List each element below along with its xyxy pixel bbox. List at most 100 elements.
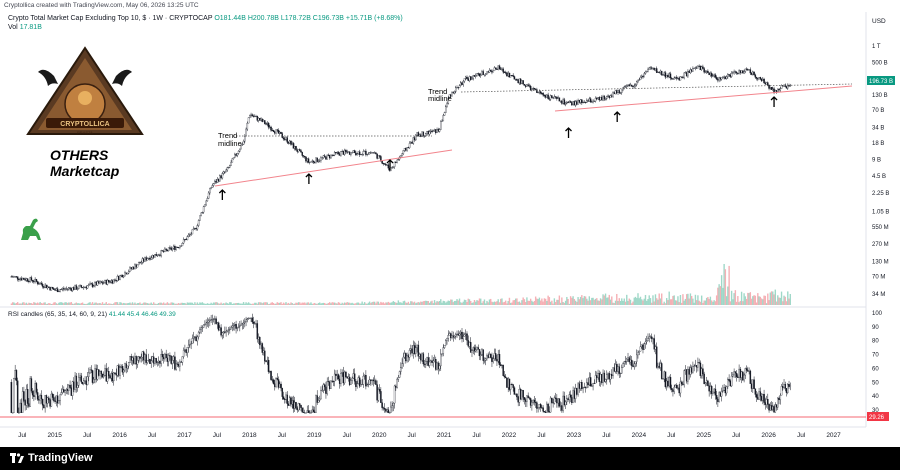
candle-body xyxy=(187,234,190,237)
rsi-candle-body xyxy=(31,390,34,396)
rsi-candle-body xyxy=(442,347,445,354)
candle-body xyxy=(259,117,261,121)
volume-bar xyxy=(709,296,712,305)
trend-midline-2[interactable] xyxy=(460,83,853,93)
candle-body xyxy=(559,100,562,102)
rsi-candle-body xyxy=(722,390,724,392)
rsi-candle-body xyxy=(189,344,191,346)
candle-body xyxy=(18,279,20,281)
candle-body xyxy=(577,100,579,105)
rsi-candle-body xyxy=(68,384,70,391)
rsi-candle-body xyxy=(780,386,783,396)
candle-body xyxy=(616,90,618,94)
candle-body xyxy=(306,158,308,162)
rsi-candle-body xyxy=(735,373,738,378)
candle-body xyxy=(149,257,151,260)
candle-body xyxy=(695,67,698,69)
rsi-candle-body xyxy=(788,384,790,387)
volume-bar xyxy=(202,303,205,305)
rsi-candle-body xyxy=(674,385,677,388)
others-title-line1: OTHERS xyxy=(50,147,109,163)
rsi-candle-body xyxy=(492,358,494,362)
volume-bar xyxy=(576,301,578,305)
rsi-candle-body xyxy=(287,403,290,406)
volume-bar xyxy=(292,303,295,305)
volume-bar xyxy=(487,302,489,305)
rsi-candle-body xyxy=(227,329,230,331)
volume-bar xyxy=(690,296,693,305)
rsi-candle-body xyxy=(24,400,26,406)
candle-body xyxy=(553,96,556,99)
candle-body xyxy=(632,86,634,88)
candle-body xyxy=(355,152,357,156)
rsi-candle-body xyxy=(155,358,157,363)
volume-bar xyxy=(255,302,257,305)
candle-body xyxy=(291,143,294,145)
rsi-candle-body xyxy=(748,370,750,372)
candle-body xyxy=(662,74,664,76)
candle-body xyxy=(286,137,289,143)
rsi-candle-body xyxy=(167,355,170,362)
rsi-candle-body xyxy=(561,405,563,411)
rsi-candle-body xyxy=(129,356,131,363)
volume-bar xyxy=(653,301,655,305)
rsi-candle-body xyxy=(621,367,623,374)
others-marketcap-title[interactable]: OTHERS Marketcap xyxy=(50,147,119,179)
rsi-candle-body xyxy=(255,323,257,325)
rsi-indicator-label[interactable]: RSI candles (65, 35, 14, 60, 9, 21) 41.4… xyxy=(8,311,176,318)
candle-body xyxy=(210,187,212,189)
candle-body xyxy=(19,278,21,280)
rsi-candle-body xyxy=(695,365,698,368)
volume-bar xyxy=(185,303,187,305)
rsi-candle-body xyxy=(764,402,767,405)
candle-body xyxy=(190,233,192,235)
rsi-candle-body xyxy=(368,379,371,385)
rsi-candle-body xyxy=(332,380,335,382)
rsi-candle-body xyxy=(694,365,697,367)
candle-body xyxy=(519,78,522,84)
trend-label-1-line2[interactable]: midline xyxy=(218,139,242,148)
candle-body xyxy=(719,77,722,80)
candle-body xyxy=(235,154,237,156)
volume-bar xyxy=(763,295,765,305)
rsi-candle-body xyxy=(292,400,295,409)
symbol-name[interactable]: Crypto Total Market Cap Excluding Top 10… xyxy=(8,15,213,22)
volume-bar xyxy=(544,298,547,305)
rsi-candle-body xyxy=(768,404,770,411)
rsi-candle-body xyxy=(229,328,231,331)
candle-body xyxy=(593,100,596,102)
trend-label-1-line1[interactable]: Trend xyxy=(218,131,237,140)
price-tick-label: 70 B xyxy=(872,108,884,114)
trend-label-2-line1[interactable]: Trend xyxy=(428,87,447,96)
rsi-tick-label: 50 xyxy=(872,380,879,386)
candle-body xyxy=(353,150,356,154)
volume-bar xyxy=(476,300,478,305)
tradingview-brand[interactable]: TradingView xyxy=(10,452,93,464)
volume-bar xyxy=(636,298,638,305)
volume-bar xyxy=(567,298,569,305)
volume-bar xyxy=(105,302,107,305)
candle-body xyxy=(357,151,360,155)
candle-body xyxy=(293,146,296,149)
volume-bar xyxy=(608,294,610,305)
candle-body xyxy=(725,76,728,79)
candle-body xyxy=(562,99,564,104)
support-trendline-2[interactable] xyxy=(554,85,853,112)
time-tick-label: Jul xyxy=(667,432,676,439)
volume-bar xyxy=(39,302,41,305)
volume-bar xyxy=(275,303,277,305)
candle-body xyxy=(438,129,441,132)
volume-bar xyxy=(539,300,542,305)
candle-body xyxy=(645,70,648,73)
volume-bar xyxy=(423,300,426,305)
volume-bar xyxy=(758,296,760,305)
price-chart-svg[interactable]: Trend midline Trend midline 100908070605… xyxy=(0,0,900,447)
rsi-candle-body xyxy=(29,378,31,407)
currency-label[interactable]: USD xyxy=(872,18,886,25)
rsi-candle-body xyxy=(120,366,122,368)
trend-label-2-line2[interactable]: midline xyxy=(428,94,452,103)
candle-body xyxy=(623,86,626,89)
support-trendline-1[interactable] xyxy=(214,149,453,187)
rsi-candle-body xyxy=(169,355,171,357)
rsi-candle-body xyxy=(99,371,101,376)
